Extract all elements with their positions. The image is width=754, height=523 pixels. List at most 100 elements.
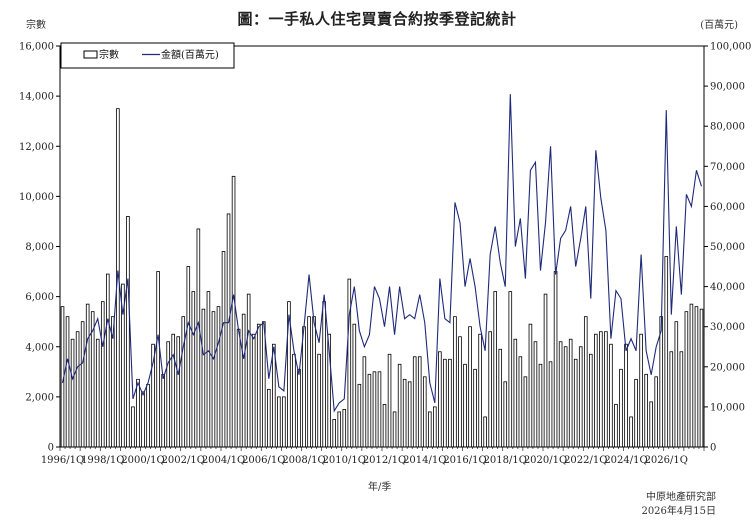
bar-114 xyxy=(634,378,638,448)
bar-31 xyxy=(216,306,221,448)
bar-122 xyxy=(674,321,679,448)
bar-125 xyxy=(689,303,694,448)
bar-106 xyxy=(594,333,598,448)
x-axis-title: 年/季 xyxy=(368,482,392,493)
bar-65 xyxy=(387,353,392,448)
bar-69 xyxy=(407,381,412,448)
x-tick-label-2: 2000/1Q xyxy=(121,455,164,466)
bar-13 xyxy=(126,216,130,448)
bar-15 xyxy=(136,378,140,448)
bar-78 xyxy=(453,316,457,448)
right-tick-label-8: 80,000 xyxy=(710,122,745,133)
legend-bar-swatch xyxy=(83,50,98,59)
bar-28 xyxy=(201,308,206,448)
bar-54 xyxy=(332,419,336,448)
left-tick-label-2: 4,000 xyxy=(25,342,54,353)
bar-17 xyxy=(146,383,150,448)
right-tick-label-1: 10,000 xyxy=(710,402,745,413)
bar-3 xyxy=(75,331,80,448)
bar-34 xyxy=(231,175,236,448)
bar-35 xyxy=(236,328,241,448)
bar-50 xyxy=(312,316,316,448)
x-tick-label-5: 2006/1Q xyxy=(242,455,285,466)
bar-107 xyxy=(599,331,603,448)
bar-42 xyxy=(272,343,276,448)
bar-29 xyxy=(206,291,211,448)
x-tick-label-1: 1998/1Q xyxy=(81,455,124,466)
bar-127 xyxy=(699,308,704,448)
bar-120 xyxy=(664,256,669,448)
bar-117 xyxy=(649,401,653,448)
x-tick-label-12: 2020/1Q xyxy=(524,455,567,466)
left-tick-label-4: 8,000 xyxy=(25,242,54,253)
right-tick-label-6: 60,000 xyxy=(710,202,745,213)
bar-37 xyxy=(246,293,251,448)
bar-57 xyxy=(347,278,352,448)
bar-41 xyxy=(267,388,271,448)
bar-26 xyxy=(191,291,196,448)
bar-119 xyxy=(659,316,664,448)
left-tick-label-8: 16,000 xyxy=(19,42,54,53)
left-axis-title: 宗數 xyxy=(26,20,46,31)
right-tick-label-4: 40,000 xyxy=(710,282,745,293)
bar-79 xyxy=(458,336,462,448)
chart-title: 圖：一手私人住宅買賣合約按季登記統計 xyxy=(237,10,517,28)
bar-80 xyxy=(463,363,467,448)
bar-100 xyxy=(563,346,568,448)
bar-59 xyxy=(357,383,362,448)
left-tick-label-0: 0 xyxy=(48,443,54,454)
bar-83 xyxy=(478,333,482,448)
bar-71 xyxy=(417,356,422,448)
bar-25 xyxy=(186,266,191,448)
bar-21 xyxy=(166,341,170,448)
right-tick-label-7: 70,000 xyxy=(710,162,745,173)
left-tick-label-3: 6,000 xyxy=(25,292,54,303)
bar-99 xyxy=(558,341,563,448)
bar-93 xyxy=(528,323,533,448)
axes-layer: 0 2,000 4,000 6,000 8,000 10,000 12,000 14,000 1… xyxy=(19,42,751,467)
left-tick-label-5: 10,000 xyxy=(19,192,54,203)
bar-14 xyxy=(131,406,135,448)
x-tick-label-0: 1996/1Q xyxy=(41,455,84,466)
bar-61 xyxy=(367,373,372,448)
x-tick-label-6: 2008/1Q xyxy=(282,455,325,466)
right-tick-label-0: 0 xyxy=(710,443,716,454)
left-tick-label-6: 12,000 xyxy=(19,142,54,153)
bar-22 xyxy=(171,333,175,448)
legend-bar-label: 宗數 xyxy=(99,48,119,61)
bar-90 xyxy=(513,338,518,448)
bar-46 xyxy=(292,353,296,448)
bar-111 xyxy=(619,368,623,448)
bar-55 xyxy=(337,411,342,448)
bar-87 xyxy=(498,348,503,448)
legend-line-label: 金額(百萬元) xyxy=(161,48,219,61)
bar-108 xyxy=(604,331,608,448)
bar-70 xyxy=(412,356,417,448)
x-tick-label-11: 2018/1Q xyxy=(484,455,527,466)
bar-24 xyxy=(181,316,186,448)
bar-73 xyxy=(428,411,432,448)
bar-2 xyxy=(70,338,75,448)
bar-72 xyxy=(422,376,427,448)
bar-40 xyxy=(261,321,266,448)
x-tick-label-15: 2026/1Q xyxy=(645,455,688,466)
bar-8 xyxy=(100,301,105,448)
bar-115 xyxy=(639,333,643,448)
bar-109 xyxy=(609,343,613,448)
x-tick-label-3: 2002/1Q xyxy=(162,455,205,466)
bar-81 xyxy=(468,326,472,448)
bar-64 xyxy=(382,403,387,448)
bar-9 xyxy=(106,273,110,448)
bar-91 xyxy=(518,356,523,448)
bar-104 xyxy=(583,316,588,448)
bar-38 xyxy=(251,333,256,448)
bar-74 xyxy=(433,406,437,448)
x-tick-label-7: 2010/1Q xyxy=(323,455,366,466)
x-tick-label-10: 2016/1Q xyxy=(443,455,486,466)
bar-43 xyxy=(277,396,281,448)
x-tick-label-13: 2022/1Q xyxy=(564,455,607,466)
bar-27 xyxy=(196,228,201,448)
legend: 宗數 金額(百萬元) xyxy=(60,42,235,69)
bar-103 xyxy=(578,346,583,448)
bar-105 xyxy=(589,353,593,448)
